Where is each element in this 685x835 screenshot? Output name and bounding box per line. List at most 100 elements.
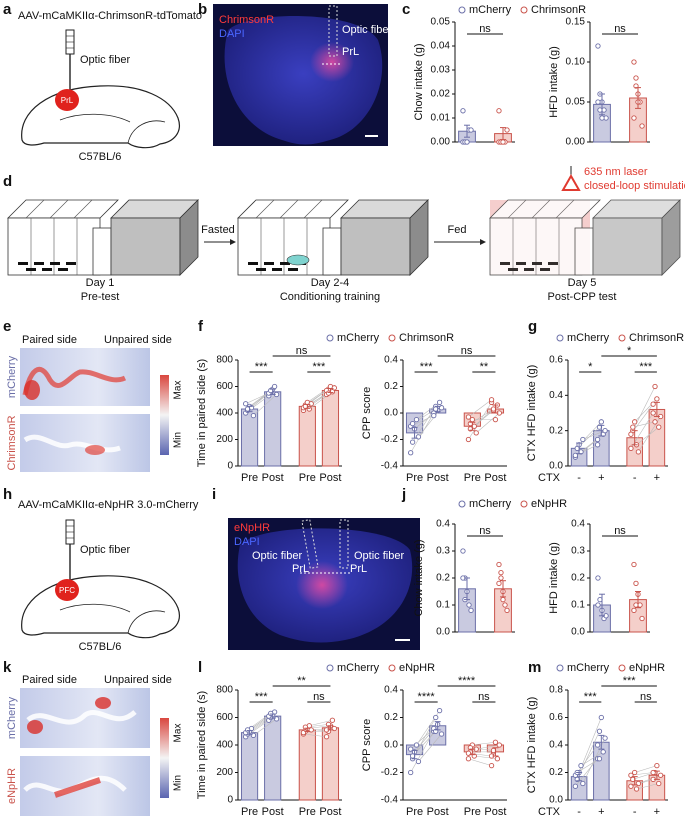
x-tick-label: Pre xyxy=(241,806,258,818)
x-tick-label: Pre xyxy=(406,472,423,484)
data-point xyxy=(465,414,472,420)
y-tick-label: 0.10 xyxy=(566,57,586,68)
data-point xyxy=(628,431,634,437)
sig-label: ns xyxy=(313,691,325,703)
heat-spot xyxy=(95,697,111,709)
heatmap-side: Unpaired side xyxy=(104,674,172,686)
pair-line xyxy=(636,783,659,790)
legend-marker xyxy=(388,664,396,672)
arrow-label: Fasted xyxy=(201,224,235,236)
panel-label: h xyxy=(3,486,12,503)
data-point xyxy=(433,714,439,721)
sig-label: *** xyxy=(584,691,598,703)
sig-label: *** xyxy=(420,361,434,373)
data-point xyxy=(409,439,416,445)
data-point xyxy=(243,401,249,407)
data-point xyxy=(498,569,504,576)
region-label: PrL xyxy=(61,96,74,105)
data-point xyxy=(632,419,638,425)
data-point xyxy=(413,742,420,748)
y-tick-label: 0.05 xyxy=(566,97,586,108)
data-point xyxy=(631,607,637,614)
pair-line xyxy=(410,412,435,453)
x-tick-label: + xyxy=(654,472,660,484)
sig-label: * xyxy=(588,361,593,373)
y-tick-label: 0.0 xyxy=(436,627,450,638)
data-point xyxy=(468,127,474,133)
panel-label: i xyxy=(212,486,216,503)
y-tick-label: 0.02 xyxy=(431,89,451,100)
data-point xyxy=(656,424,662,430)
pair-line xyxy=(253,718,277,736)
stage-day: Day 1 xyxy=(86,277,115,289)
data-point xyxy=(496,580,502,587)
y-tick-label: 0.6 xyxy=(549,355,563,366)
data-point xyxy=(595,99,601,105)
pair-line xyxy=(476,744,500,750)
data-point xyxy=(465,756,472,762)
data-point xyxy=(494,756,501,762)
stain-label: ChrimsonR xyxy=(219,14,274,26)
y-tick-label: 0.1 xyxy=(436,600,450,611)
heatmap-side: Unpaired side xyxy=(104,334,172,346)
panel-label: m xyxy=(528,659,541,676)
bar xyxy=(321,389,340,467)
data-point xyxy=(492,739,499,745)
region-label: PrL xyxy=(292,563,309,575)
y-tick-label: -0.4 xyxy=(381,795,399,806)
data-point xyxy=(639,123,645,129)
data-point xyxy=(652,383,658,390)
heatmap-row: mCherry xyxy=(6,696,18,739)
data-point xyxy=(488,397,495,403)
legend-marker xyxy=(326,664,334,672)
laser-label: closed-loop stimulation xyxy=(584,180,685,192)
y-axis-label: CTX HFD intake (g) xyxy=(526,697,538,794)
y-tick-label: 0 xyxy=(227,461,233,472)
x-tick-label: Post xyxy=(484,472,506,484)
legend-label: mCherry xyxy=(567,332,610,344)
y-axis-label: CPP score xyxy=(361,719,373,771)
x-tick-label: Post xyxy=(427,806,449,818)
fiber-track xyxy=(301,519,319,569)
y-tick-label: 0.4 xyxy=(549,740,563,751)
y-tick-label: 0.2 xyxy=(384,381,398,392)
y-tick-label: 0.0 xyxy=(549,461,563,472)
region-label: PFC xyxy=(59,586,75,595)
fiber-label: Optic fiber xyxy=(252,550,302,562)
sig-label: ns xyxy=(296,345,308,357)
panel-label: c xyxy=(402,1,410,18)
data-point xyxy=(580,780,586,787)
sig-label: *** xyxy=(255,691,269,703)
laser-label: 635 nm laser xyxy=(584,166,648,178)
pair-line xyxy=(575,439,598,458)
data-point xyxy=(650,401,656,407)
panel-label: b xyxy=(198,1,207,18)
pair-line xyxy=(580,433,604,453)
sig-label: *** xyxy=(623,675,637,687)
legend-marker xyxy=(458,500,466,508)
sig-label: ns xyxy=(640,691,652,703)
cage xyxy=(237,199,429,276)
data-point xyxy=(436,707,443,714)
data-point xyxy=(331,385,337,391)
pair-line xyxy=(474,755,498,760)
y-tick-label: 0.4 xyxy=(549,390,563,401)
strain: C57BL/6 xyxy=(79,641,122,653)
y-tick-label: 0.4 xyxy=(436,519,450,530)
sig-label: ns xyxy=(479,23,491,35)
y-tick-label: 0.2 xyxy=(549,767,563,778)
legend-label: ChrimsonR xyxy=(531,4,586,16)
data-point xyxy=(657,772,664,778)
panel-label: g xyxy=(528,318,537,335)
legend-marker xyxy=(520,500,528,508)
heatmap-row: eNpHR xyxy=(6,768,18,804)
data-point xyxy=(633,786,640,792)
heat-trace xyxy=(54,777,101,798)
data-point xyxy=(323,734,330,740)
data-point xyxy=(580,436,586,443)
legend-marker xyxy=(326,334,334,342)
data-point xyxy=(654,396,660,402)
color-bar xyxy=(160,718,169,798)
fiber-label: Optic fiber xyxy=(80,544,130,556)
data-point xyxy=(654,762,660,769)
